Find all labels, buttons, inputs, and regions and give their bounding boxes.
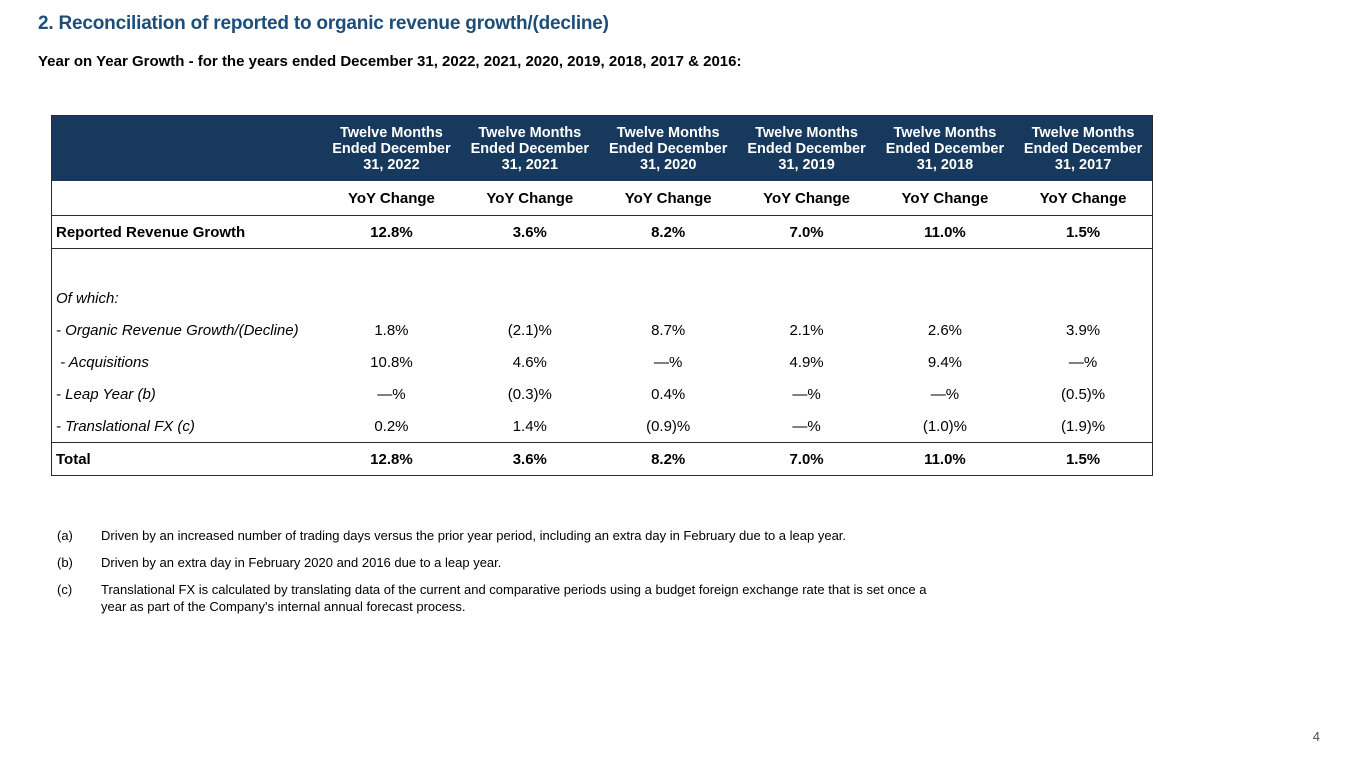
row-label: - Translational FX (c)	[56, 417, 195, 435]
table-row-item-5: - Leap Year (b) —% (0.3)% 0.4% —% —% (0.5)%	[52, 378, 1153, 410]
value-cell: 4.6%	[512, 353, 547, 371]
table-row-item-6: - Translational FX (c) 0.2% 1.4% (0.9)% —% (1…	[52, 410, 1153, 443]
reconciliation-table: Twelve Months Ended December 31, 2022 Tw…	[51, 115, 1153, 476]
value-cell: (1.9)%	[1060, 417, 1106, 435]
value-cell	[461, 282, 599, 314]
table-row-reported: Reported Revenue Growth 12.8% 3.6% 8.2% 7.0%…	[51, 215, 1153, 249]
value-cell	[461, 249, 599, 283]
value-cell: 9.4%	[927, 353, 963, 371]
value-cell	[599, 249, 737, 283]
subheader-cell: YoY Change	[875, 181, 1015, 216]
value-cell: 3.9%	[1065, 321, 1101, 339]
value-cell: 12.8%	[322, 442, 461, 476]
subheader-cell: YoY Change	[322, 181, 461, 216]
value-cell: 1.8%	[374, 321, 409, 339]
subheader-cell: YoY Change	[737, 181, 876, 216]
value-cell	[1014, 249, 1152, 283]
value-cell: 0.2%	[374, 417, 409, 435]
value-cell: 2.1%	[789, 321, 824, 339]
value-cell: 8.2%	[598, 215, 738, 249]
value-cell: 7.0%	[737, 442, 876, 476]
subheader-cell: YoY Change	[598, 181, 738, 216]
value-cell: —%	[792, 385, 821, 403]
table-row-spacer-1	[52, 249, 1153, 283]
value-cell	[876, 282, 1014, 314]
value-cell: 8.7%	[651, 321, 686, 339]
value-cell: 3.6%	[460, 215, 599, 249]
column-header: Twelve Months Ended December 31, 2020	[598, 115, 738, 181]
footnotes: (a) Driven by an increased number of trad…	[57, 527, 943, 625]
value-cell: 1.5%	[1014, 442, 1153, 476]
value-cell: 4.9%	[789, 353, 824, 371]
value-cell: 0.4%	[651, 385, 686, 403]
column-header: Twelve Months Ended December 31, 2022	[322, 115, 461, 181]
value-cell: (1.0)%	[922, 417, 968, 435]
column-header: Twelve Months Ended December 31, 2019	[737, 115, 876, 181]
row-label: Of which:	[56, 289, 119, 307]
row-label: - Leap Year (b)	[56, 385, 156, 403]
footnote-marker: (c)	[57, 582, 73, 597]
table-row-section-2: Of which:	[52, 282, 1153, 314]
value-cell: 7.0%	[737, 215, 876, 249]
footnote-b: (b) Driven by an extra day in February 20…	[57, 554, 943, 571]
value-cell: —%	[792, 417, 821, 435]
value-cell: (0.5)%	[1060, 385, 1106, 403]
value-cell: 8.2%	[598, 442, 738, 476]
value-cell: —%	[654, 353, 683, 371]
table-header-row: Twelve Months Ended December 31, 2022 Tw…	[51, 115, 1153, 181]
column-header: Twelve Months Ended December 31, 2021	[460, 115, 599, 181]
footnote-c: (c) Translational FX is calculated by tra…	[57, 581, 943, 615]
table-row-item-3: - Organic Revenue Growth/(Decline) 1.8% (2…	[52, 314, 1153, 346]
value-cell: 1.5%	[1014, 215, 1153, 249]
footnote-marker: (a)	[57, 528, 73, 543]
value-cell	[322, 282, 460, 314]
subheader-blank-cell	[51, 181, 323, 216]
footnote-text: Driven by an extra day in February 2020 …	[101, 555, 502, 570]
subheader-cell: YoY Change	[460, 181, 599, 216]
table-subheader-row: YoY Change YoY Change YoY Change YoY Cha…	[51, 181, 1153, 216]
row-label: - Acquisitions	[56, 353, 149, 371]
row-label: Reported Revenue Growth	[51, 215, 323, 249]
value-cell: —%	[930, 385, 960, 403]
row-label: - Organic Revenue Growth/(Decline)	[56, 321, 299, 339]
value-cell	[599, 282, 737, 314]
value-cell: 2.6%	[927, 321, 963, 339]
column-header: Twelve Months Ended December 31, 2017	[1014, 115, 1153, 181]
row-label	[52, 249, 323, 283]
value-cell: (2.1)%	[507, 321, 552, 339]
footnote-marker: (b)	[57, 555, 73, 570]
value-cell: —%	[1068, 353, 1098, 371]
value-cell	[1014, 282, 1152, 314]
value-cell: (0.9)%	[646, 417, 691, 435]
page-subtitle: Year on Year Growth - for the years ende…	[38, 53, 742, 70]
page-title: 2. Reconciliation of reported to organic…	[38, 13, 609, 34]
value-cell: 1.4%	[512, 417, 547, 435]
value-cell	[737, 282, 875, 314]
table-row-total: Total 12.8% 3.6% 8.2% 7.0% 11.0% 1.5%	[51, 442, 1153, 476]
footnote-text: Driven by an increased number of trading…	[101, 528, 847, 543]
value-cell: 10.8%	[370, 353, 413, 371]
value-cell: 12.8%	[322, 215, 461, 249]
header-blank-cell	[51, 115, 323, 181]
subheader-cell: YoY Change	[1014, 181, 1153, 216]
row-label: Total	[51, 442, 323, 476]
value-cell: (0.3)%	[507, 385, 552, 403]
footnote-a: (a) Driven by an increased number of trad…	[57, 527, 943, 544]
value-cell: 11.0%	[875, 215, 1015, 249]
table-row-item-4: - Acquisitions 10.8% 4.6% —% 4.9% 9.4% —%	[52, 346, 1153, 378]
value-cell: 11.0%	[875, 442, 1015, 476]
footnote-text: Translational FX is calculated by transl…	[101, 582, 927, 614]
value-cell	[322, 249, 460, 283]
value-cell: 3.6%	[460, 442, 599, 476]
value-cell	[876, 249, 1014, 283]
page-number: 4	[1312, 729, 1320, 744]
value-cell	[737, 249, 875, 283]
column-header: Twelve Months Ended December 31, 2018	[875, 115, 1015, 181]
value-cell: —%	[377, 385, 406, 403]
